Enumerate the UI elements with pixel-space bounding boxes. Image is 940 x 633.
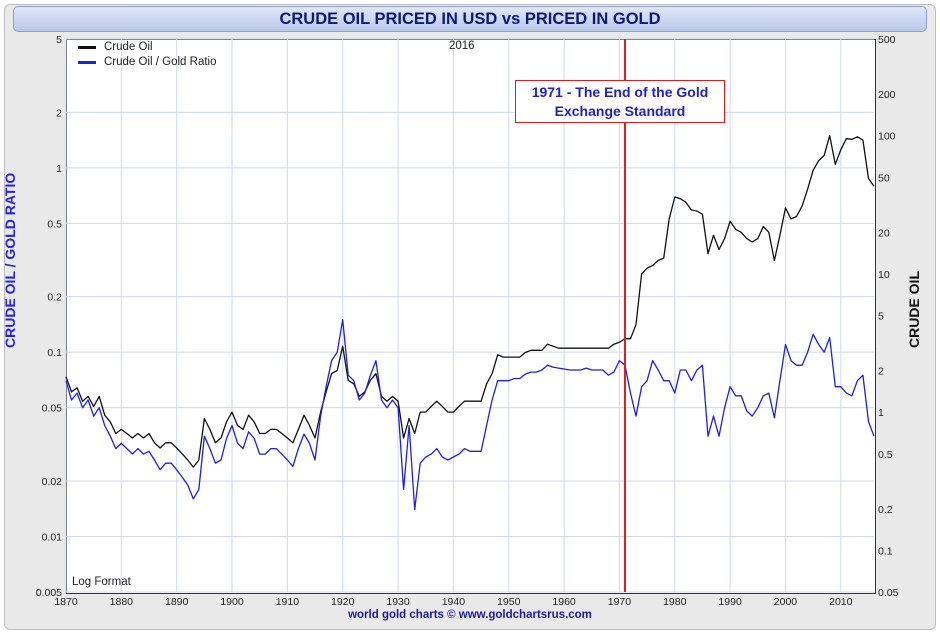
chart-title: CRUDE OIL PRICED IN USD vs PRICED IN GOL… (13, 6, 927, 32)
annotation-line-1: 1971 - The End of the Gold (531, 84, 709, 100)
y-left-tick-label: 0.5 (47, 218, 62, 230)
x-tick-label: 2010 (829, 596, 853, 608)
x-tick-label: 1980 (663, 596, 687, 608)
legend: Crude Oil Crude Oil / Gold Ratio (78, 40, 217, 70)
y-right-tick-label: 0.05 (878, 587, 899, 599)
y-right-tick-label: 100 (878, 131, 896, 143)
y-left-tick-label: 1 (56, 163, 62, 175)
y-left-tick-label: 0.1 (47, 347, 62, 359)
x-tick-label: 1880 (110, 596, 134, 608)
y-left-tick-label: 5 (56, 34, 62, 46)
series-layer (65, 134, 875, 511)
x-tick-label: 2000 (774, 596, 798, 608)
scale-note: Log Format (72, 576, 131, 588)
legend-swatch-ratio (78, 61, 96, 64)
y-right-tick-label: 20 (878, 227, 890, 239)
y-right-tick-label: 0.2 (878, 504, 893, 516)
legend-swatch-crude-oil (78, 46, 96, 49)
y-right-tick-label: 2 (878, 366, 884, 378)
right-y-axis-label: CRUDE OIL (906, 271, 922, 349)
x-tick-label: 1870 (54, 596, 78, 608)
y-left-tick-label: 0.01 (42, 532, 63, 544)
legend-item-ratio: Crude Oil / Gold Ratio (78, 55, 217, 70)
grid-lines (65, 38, 874, 593)
x-tick-label: 1900 (220, 596, 244, 608)
y-left-tick-label: 0.005 (36, 587, 62, 599)
legend-label-ratio: Crude Oil / Gold Ratio (104, 56, 217, 68)
annotation-box: 1971 - The End of the Gold Exchange Stan… (515, 80, 725, 123)
x-tick-label: 1930 (386, 596, 410, 608)
y-right-tick-label: 5 (878, 311, 884, 323)
footer-credit: world gold charts © www.goldchartsrus.co… (348, 609, 592, 621)
x-tick-label: 1920 (331, 596, 355, 608)
x-tick-label: 1910 (276, 596, 300, 608)
y-right-tick-label: 1 (878, 407, 884, 419)
axis-ticks: 1870 1880 1890 1900 1910 1920 1930 1940 1950 1960… (36, 34, 899, 608)
legend-label-crude-oil: Crude Oil (104, 41, 153, 53)
x-tick-label: 1960 (552, 596, 576, 608)
y-right-tick-label: 0.1 (878, 545, 893, 557)
y-right-tick-label: 500 (878, 34, 896, 46)
series-crude-oil-line (65, 134, 875, 468)
year-label: 2016 (449, 40, 475, 52)
y-left-tick-label: 2 (56, 107, 62, 119)
left-y-axis-label: CRUDE OIL / GOLD RATIO (2, 172, 18, 348)
y-right-tick-label: 0.5 (878, 449, 893, 461)
y-right-tick-label: 10 (878, 269, 890, 281)
series-ratio-line (65, 319, 875, 511)
x-tick-label: 1990 (718, 596, 742, 608)
y-left-tick-label: 0.02 (42, 476, 63, 488)
y-left-tick-label: 0.05 (42, 403, 63, 415)
y-right-tick-label: 50 (878, 172, 890, 184)
x-tick-label: 1970 (608, 596, 632, 608)
y-right-tick-label: 200 (878, 89, 896, 101)
y-left-tick-label: 0.2 (47, 292, 62, 304)
plot-area (66, 39, 876, 594)
legend-item-crude-oil: Crude Oil (78, 40, 217, 55)
x-tick-label: 1940 (442, 596, 466, 608)
x-tick-label: 1890 (165, 596, 189, 608)
x-tick-label: 1950 (497, 596, 521, 608)
annotation-line-2: Exchange Standard (554, 103, 686, 119)
